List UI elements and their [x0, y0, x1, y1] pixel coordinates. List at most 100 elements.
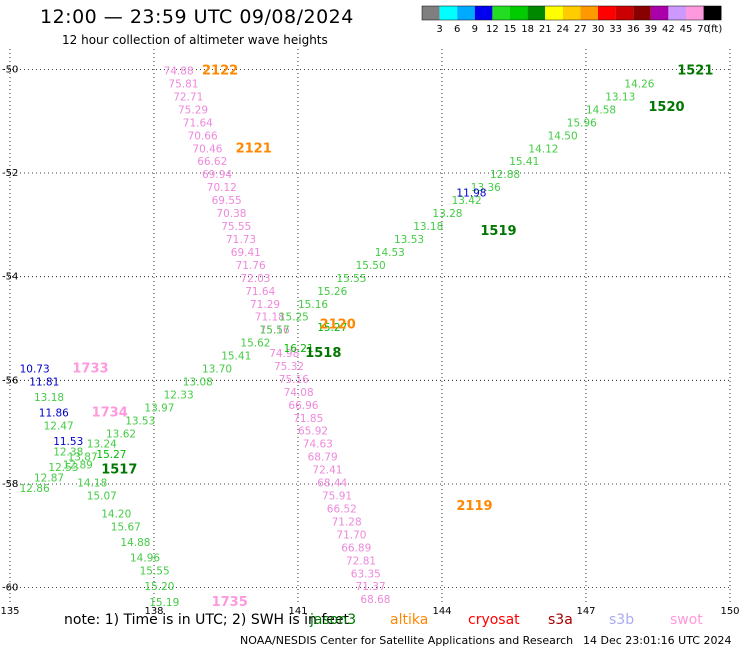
- swh-value: 12.38: [53, 446, 83, 458]
- swh-value: 12.88: [490, 169, 520, 181]
- pass-number-label: 1733: [72, 362, 108, 377]
- x-tick-label: 138: [144, 606, 163, 617]
- swh-value: 71.29: [250, 299, 280, 311]
- colorbar-label: 15: [504, 24, 517, 35]
- swh-value: 69.94: [202, 169, 232, 181]
- satellite-legend-jason3: jason3: [310, 612, 357, 628]
- credit-line: NOAA/NESDIS Center for Satellite Applica…: [240, 634, 574, 647]
- colorbar-label: 27: [574, 24, 587, 35]
- swh-value: 14.26: [624, 79, 654, 91]
- swh-value: 12.89: [63, 459, 93, 471]
- swh-value: 13.53: [394, 234, 424, 246]
- pass-number-label: 1519: [480, 224, 516, 239]
- y-tick-label: -58: [2, 479, 18, 490]
- swh-value: 74.08: [284, 387, 314, 399]
- swh-value: 70.12: [207, 182, 237, 194]
- swh-value: 13.24: [87, 439, 117, 451]
- swh-value: 13.13: [605, 91, 635, 103]
- colorbar-swatch: [439, 6, 458, 20]
- colorbar-swatch: [615, 6, 634, 20]
- swh-value: 11.53: [53, 436, 83, 448]
- colorbar-swatch: [422, 6, 440, 20]
- pass-number-label: 1734: [92, 406, 128, 421]
- swh-value: 71.64: [183, 117, 213, 129]
- colorbar-swatch: [686, 6, 704, 20]
- satellite-legend-s3a: s3a: [548, 612, 573, 628]
- colorbar-label: 39: [644, 24, 657, 35]
- swh-value: 75.55: [221, 221, 251, 233]
- swh-value: 71.73: [226, 234, 256, 246]
- colorbar-swatch: [598, 6, 616, 20]
- colorbar-label: 3: [436, 24, 442, 35]
- colorbar-label: 21: [539, 24, 552, 35]
- swh-value: 15.67: [111, 522, 141, 534]
- swh-value: 13.70: [202, 364, 232, 376]
- swh-value: 66.96: [288, 400, 318, 412]
- swh-value: 13.18: [34, 392, 64, 404]
- swh-value: 72.71: [173, 91, 203, 103]
- swh-value: 14.96: [130, 553, 160, 565]
- swh-value: 71.28: [332, 516, 362, 528]
- swh-value: 75.16: [260, 325, 290, 337]
- swh-value: 13.18: [413, 221, 443, 233]
- swh-value: 13.42: [452, 195, 482, 207]
- swh-value: 63.35: [351, 568, 381, 580]
- y-tick-label: -56: [2, 375, 18, 386]
- swh-value: 11.98: [456, 187, 486, 199]
- x-tick-label: 144: [432, 606, 451, 617]
- colorbar-label: 12: [486, 24, 499, 35]
- swh-value: 14.50: [548, 130, 578, 142]
- swh-value: 70.46: [192, 143, 222, 155]
- swh-value: 75.29: [178, 104, 208, 116]
- satellite-legend-swot: swot: [670, 612, 703, 628]
- colorbar-label: 6: [454, 24, 460, 35]
- pass-number-label: 2122: [202, 64, 238, 79]
- swh-value: 74.63: [303, 439, 333, 451]
- swh-value: 11.81: [29, 377, 59, 389]
- swh-value: 12.87: [34, 472, 64, 484]
- swh-value: 14.88: [120, 537, 150, 549]
- colorbar-label: 9: [472, 24, 478, 35]
- swh-value: 70.38: [216, 208, 246, 220]
- colorbar-label: 45: [680, 24, 693, 35]
- x-tick-label: 135: [0, 606, 19, 617]
- y-tick-label: -52: [2, 168, 18, 179]
- y-tick-label: -54: [2, 272, 18, 283]
- y-tick-label: -50: [2, 64, 18, 75]
- colorbar-swatch: [580, 6, 598, 20]
- swh-value: 15.27: [317, 322, 347, 334]
- colorbar-label: 36: [627, 24, 640, 35]
- swh-value: 15.20: [144, 581, 174, 593]
- swh-value: 66.52: [327, 503, 357, 515]
- swh-value: 72.81: [346, 555, 376, 567]
- swh-value: 12.47: [44, 421, 74, 433]
- swh-value: 72.03: [240, 273, 270, 285]
- colorbar-swatch: [474, 6, 493, 20]
- colorbar-label: 42: [662, 24, 675, 35]
- y-tick-label: -60: [2, 583, 18, 594]
- swh-value: 12.86: [20, 483, 50, 495]
- colorbar-swatch: [562, 6, 581, 20]
- colorbar-label: 30: [592, 24, 605, 35]
- swh-value: 65.92: [298, 426, 328, 438]
- pass-number-label: 1521: [677, 64, 713, 79]
- swh-value: 13.53: [125, 415, 155, 427]
- colorbar-label: 70: [697, 24, 710, 35]
- swh-value: 70.66: [188, 130, 218, 142]
- swh-value: 74.98: [269, 348, 299, 360]
- chart-subtitle: 12 hour collection of altimeter wave hei…: [62, 33, 328, 47]
- swh-value: 15.62: [240, 338, 270, 350]
- swh-value: 71.70: [336, 529, 366, 541]
- swh-value: 71.37: [356, 581, 386, 593]
- colorbar-swatch: [668, 6, 686, 20]
- pass-number-label: 2120: [320, 318, 356, 333]
- colorbar-label: 18: [521, 24, 534, 35]
- pass-number-label: 1518: [305, 346, 341, 361]
- pass-number-label: 1517: [101, 463, 137, 478]
- satellite-legend-s3b: s3b: [609, 612, 635, 628]
- swh-value: 69.55: [212, 195, 242, 207]
- swh-value: 10.73: [20, 364, 50, 376]
- swh-value: 13.08: [183, 377, 213, 389]
- swh-value: 75.91: [322, 491, 352, 503]
- colorbar-swatch: [703, 6, 722, 20]
